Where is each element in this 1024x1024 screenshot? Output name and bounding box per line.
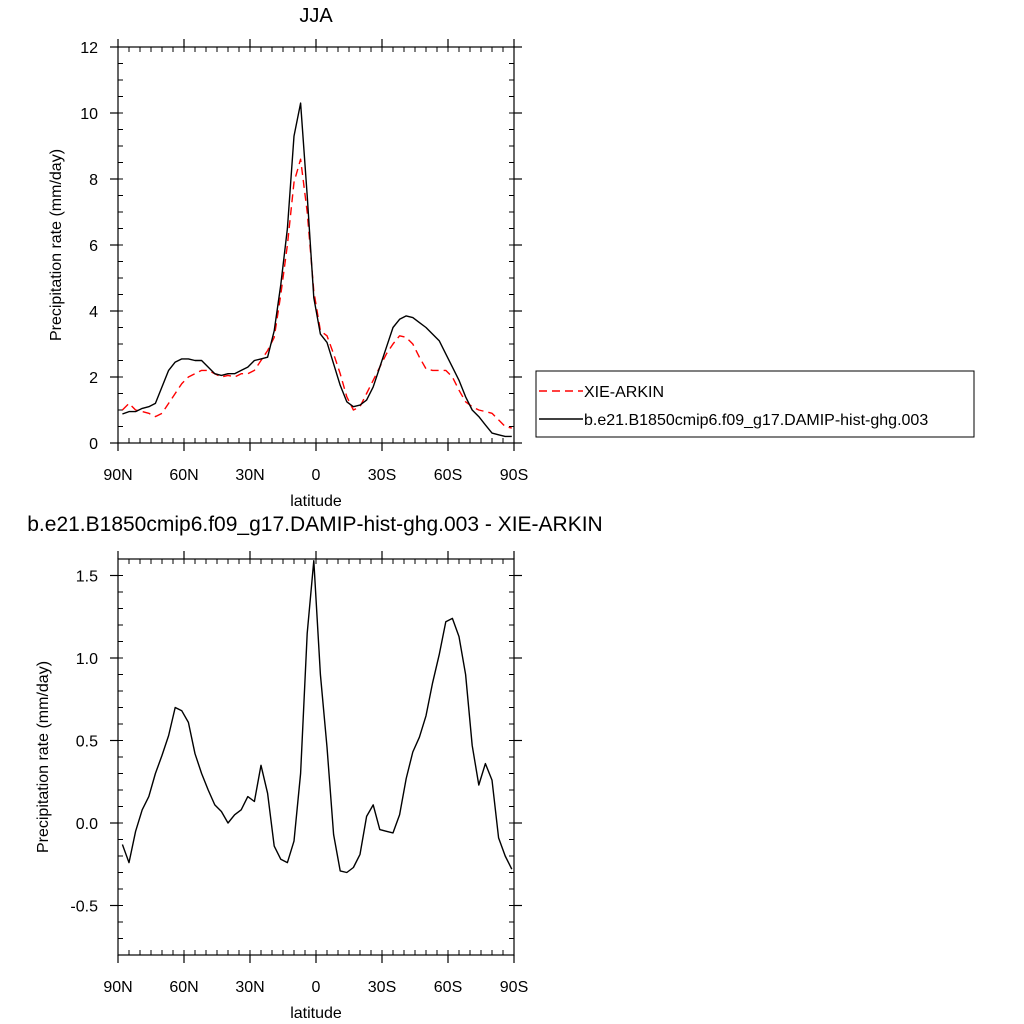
x-tick-label: 0 <box>312 467 321 484</box>
y-tick-label: 4 <box>89 304 98 321</box>
y-tick-label: 0.0 <box>76 816 98 833</box>
y-tick-label: 0 <box>89 436 98 453</box>
y-tick-label: 12 <box>80 40 98 57</box>
x-tick-label: 30N <box>235 467 264 484</box>
bottom-panel: b.e21.B1850cmip6.f09_g17.DAMIP-hist-ghg.… <box>27 513 602 1022</box>
x-tick-label: 90N <box>103 467 132 484</box>
y-tick-label: 1.5 <box>76 569 98 586</box>
y-tick-label: 1.0 <box>76 651 98 668</box>
series-line-b-e21-b1850cmip6-f09-g17-damip-hist-ghg-003 <box>122 102 512 438</box>
plot-frame <box>117 46 515 444</box>
y-axis-label: Precipitation rate (mm/day) <box>48 149 65 341</box>
chart-title: JJA <box>299 5 333 27</box>
y-tick-label: 8 <box>89 172 98 189</box>
legend-box <box>535 370 975 438</box>
x-tick-label: 60N <box>169 979 198 996</box>
x-axis-label: latitude <box>290 1005 342 1022</box>
x-tick-label: 60S <box>434 467 462 484</box>
y-tick-label: 0.5 <box>76 734 98 751</box>
x-tick-label: 30S <box>368 979 396 996</box>
x-axis-label: latitude <box>290 493 342 510</box>
x-tick-label: 60S <box>434 979 462 996</box>
x-tick-label: 90N <box>103 979 132 996</box>
chart-title: b.e21.B1850cmip6.f09_g17.DAMIP-hist-ghg.… <box>27 513 602 536</box>
y-tick-label: 10 <box>80 106 98 123</box>
x-tick-label: 90S <box>500 979 528 996</box>
x-tick-label: 0 <box>312 979 321 996</box>
legend-label: XIE-ARKIN <box>584 384 664 401</box>
x-tick-label: 30S <box>368 467 396 484</box>
legend-label: b.e21.B1850cmip6.f09_g17.DAMIP-hist-ghg.… <box>584 412 928 429</box>
x-tick-label: 30N <box>235 979 264 996</box>
top-panel: JJA 90N 60N 30N 0 30S 60S 90S 0 2 4 6 8 10 12 latitude P… <box>48 5 528 510</box>
legend: XIE-ARKIN b.e21.B1850cmip6.f09_g17.DAMIP-… <box>535 370 975 438</box>
series-line-xie-arkin <box>121 158 512 429</box>
plot-frame <box>117 558 515 956</box>
y-tick-label: 2 <box>89 370 98 387</box>
x-tick-label: 90S <box>500 467 528 484</box>
x-tick-label: 60N <box>169 467 198 484</box>
difference-series-line <box>121 560 513 874</box>
y-tick-label: 6 <box>89 238 98 255</box>
y-tick-label: -0.5 <box>70 899 98 916</box>
y-axis-label: Precipitation rate (mm/day) <box>35 661 52 853</box>
